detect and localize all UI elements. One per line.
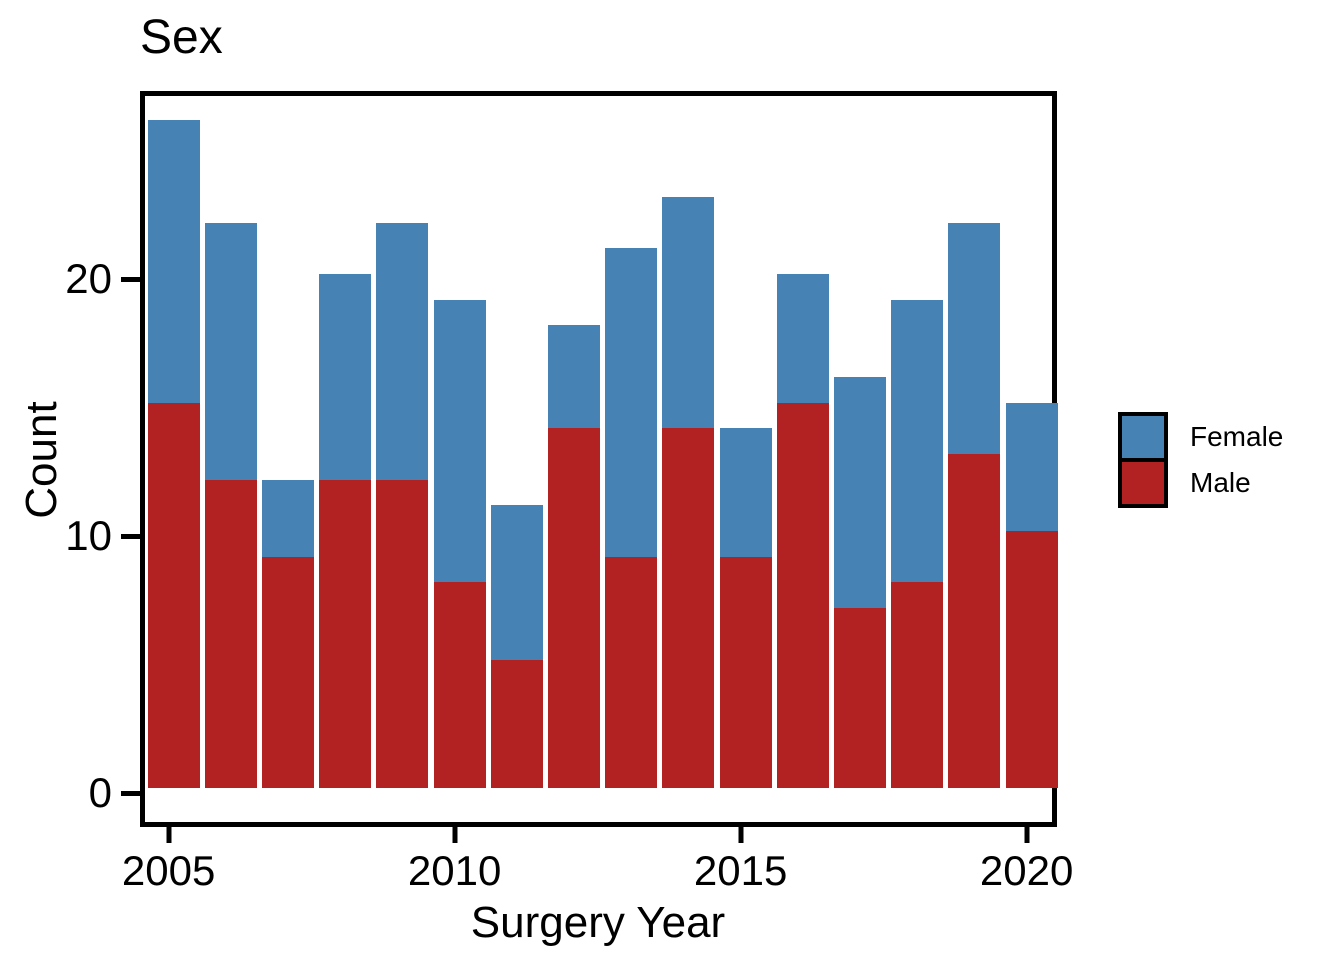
bar-2008-male [319, 479, 372, 788]
x-tick-label-2015: 2015 [693, 847, 788, 894]
chart-title: Sex [140, 11, 223, 64]
bar-2007-male [262, 556, 314, 788]
x-tick-label-2010: 2010 [407, 847, 502, 894]
bar-2016-male [776, 402, 829, 788]
bar-2005-male [147, 402, 200, 788]
bar-2014-male [662, 428, 715, 788]
y-axis-title: Count [17, 401, 66, 519]
bar-2019-male [948, 453, 1001, 788]
legend-label-male: Male [1190, 467, 1251, 498]
bar-2013-male [605, 556, 658, 788]
y-tick-label-0: 0 [88, 769, 112, 816]
bar-2005-female [147, 119, 200, 403]
bar-2017-male [834, 608, 886, 788]
y-tick-mark-10 [121, 533, 140, 539]
bar-2006-female [204, 222, 257, 480]
y-tick-label-10: 10 [65, 512, 112, 559]
bars-layer [145, 96, 1058, 822]
legend: Female Male [1118, 412, 1283, 508]
bar-2011-female [490, 505, 543, 660]
bar-2018-male [891, 582, 944, 788]
x-tick-label-2005: 2005 [121, 847, 216, 894]
y-tick-mark-0 [121, 790, 140, 796]
legend-label-female: Female [1190, 421, 1284, 452]
x-tick-mark-2020 [1024, 827, 1030, 843]
bar-2007-female [262, 479, 314, 557]
plot-panel [140, 91, 1058, 827]
bar-2009-male [376, 479, 429, 788]
bar-2017-female [834, 376, 886, 609]
bar-2012-female [548, 325, 600, 429]
y-tick-mark-20 [121, 276, 140, 282]
x-tick-mark-2005 [166, 827, 172, 843]
bar-2020-male [1005, 531, 1058, 788]
x-tick-label-2020: 2020 [979, 847, 1074, 894]
legend-key-female-swatch [1118, 412, 1168, 462]
bar-2008-female [319, 274, 372, 480]
x-axis-title: Surgery Year [470, 898, 726, 947]
bar-2012-male [548, 428, 600, 788]
bar-2014-female [662, 196, 715, 429]
y-tick-label-20: 20 [65, 255, 112, 302]
bar-2006-male [204, 479, 257, 788]
bar-2010-female [433, 299, 486, 583]
x-tick-mark-2015 [738, 827, 744, 843]
bar-2011-male [490, 659, 543, 788]
x-tick-mark-2010 [452, 827, 458, 843]
bar-2016-female [776, 274, 829, 403]
bar-2010-male [433, 582, 486, 788]
bar-2015-female [719, 428, 772, 557]
bar-2020-female [1005, 402, 1058, 531]
bar-2019-female [948, 222, 1001, 454]
bar-2015-male [719, 556, 772, 788]
bar-2013-female [605, 248, 658, 557]
legend-key-male-swatch [1118, 458, 1168, 508]
bar-2018-female [891, 299, 944, 583]
bar-2009-female [376, 222, 429, 480]
